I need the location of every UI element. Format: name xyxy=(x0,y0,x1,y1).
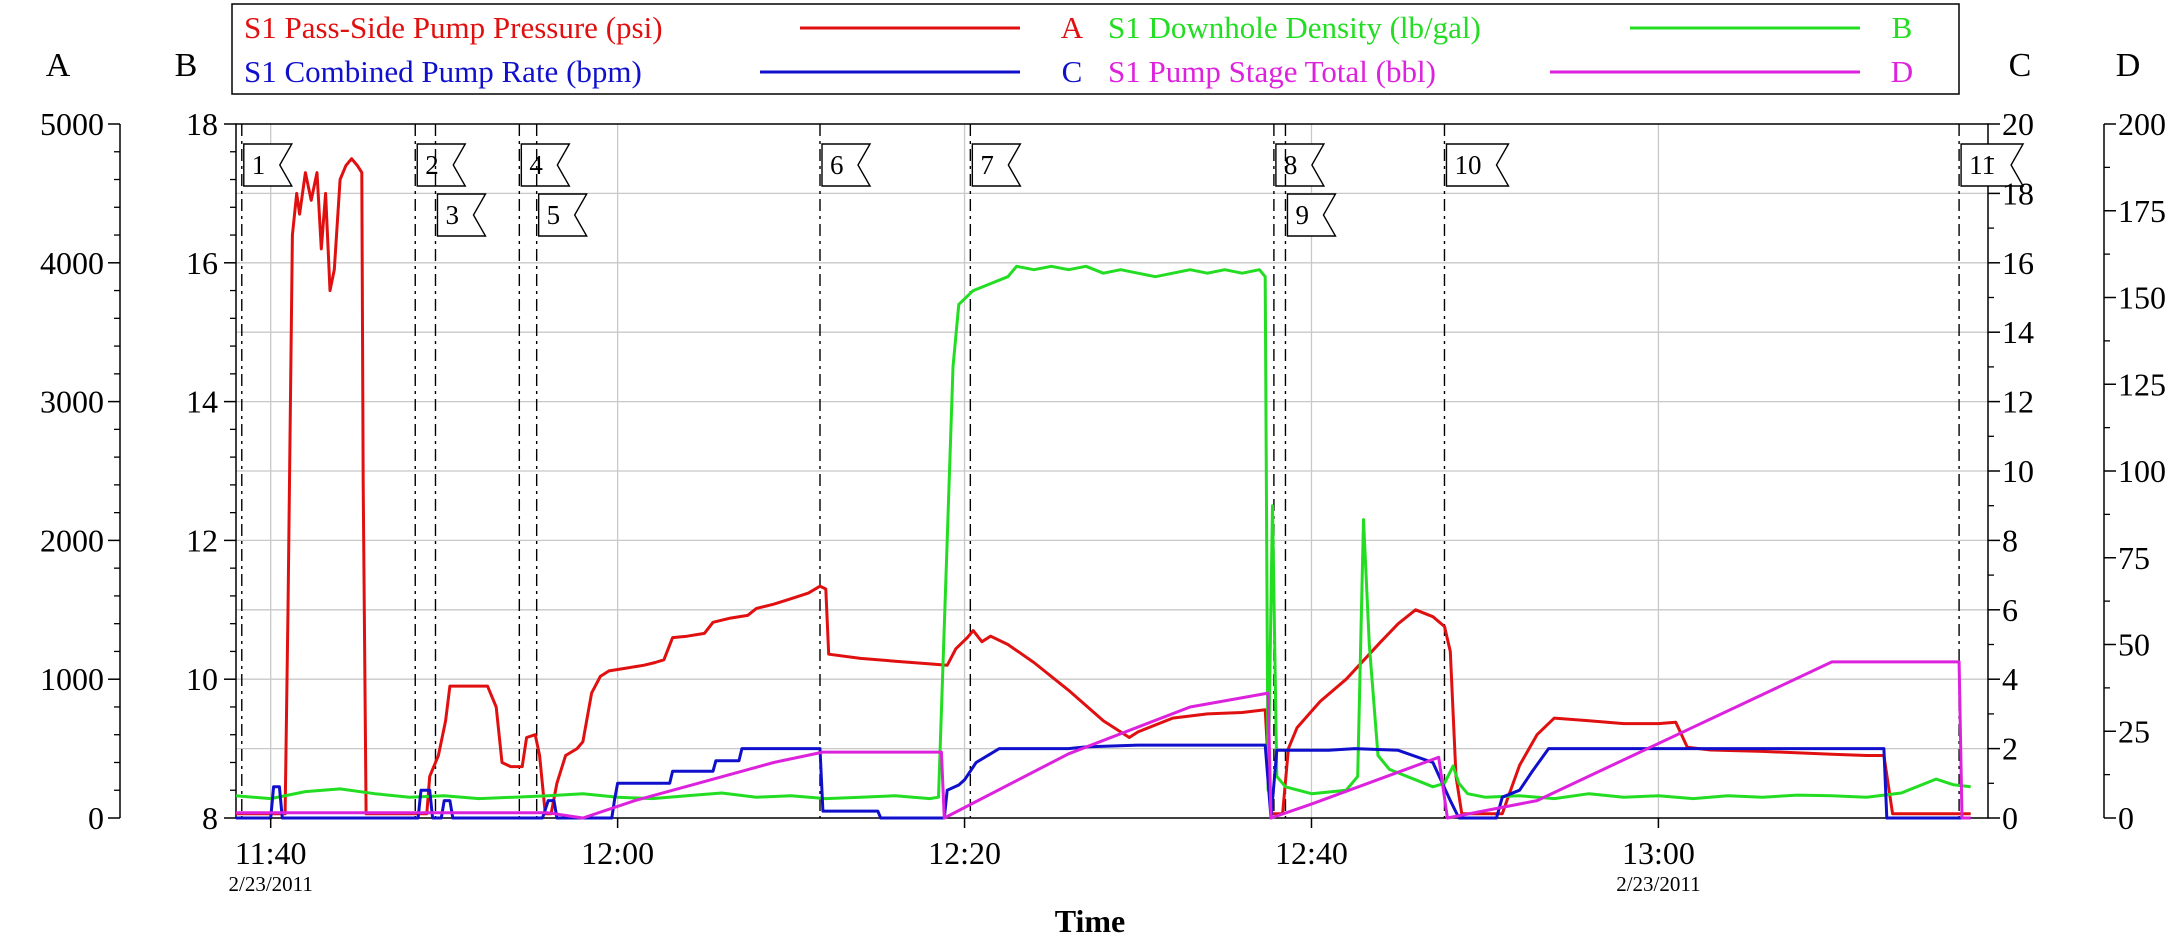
axis-d-tick-label: 75 xyxy=(2118,540,2150,576)
axis-b-tick-label: 12 xyxy=(186,522,218,558)
axis-b-tick-label: 14 xyxy=(186,384,218,420)
series-line-a xyxy=(236,157,1971,816)
axis-b-tick-label: 8 xyxy=(202,800,218,836)
legend-item-label: S1 Combined Pump Rate (bpm) xyxy=(244,54,642,89)
axis-c-tick-label: 12 xyxy=(2002,384,2034,420)
event-flag xyxy=(821,143,872,187)
axis-c-tick-label: 18 xyxy=(2002,175,2034,211)
legend: S1 Pass-Side Pump Pressure (psi) A S1 Down… xyxy=(231,3,1960,95)
series-lines xyxy=(235,157,1971,820)
axis-a-tick-label: 2000 xyxy=(40,522,104,558)
event-flag-label: 8 xyxy=(1284,150,1298,180)
axis-c-tick-label: 6 xyxy=(2002,592,2018,628)
series-line-c xyxy=(236,743,1971,820)
event-flag-label: 2 xyxy=(425,150,439,180)
axis-d-tick-label: 200 xyxy=(2118,106,2166,142)
axis-c-tick-label: 10 xyxy=(2002,453,2034,489)
axis-c-tick-label: 20 xyxy=(2002,106,2034,142)
axis-c-tick-label: 4 xyxy=(2002,661,2018,697)
legend-item-label: S1 Downhole Density (lb/gal) xyxy=(1108,10,1481,45)
axis-a-tick-label: 1000 xyxy=(40,661,104,697)
axis-d-tick-label: 150 xyxy=(2118,280,2166,316)
event-flag xyxy=(1286,193,1337,237)
axis-b-tick-label: 18 xyxy=(186,106,218,142)
event-flag-label: 4 xyxy=(529,150,543,180)
axis-c-tick-label: 2 xyxy=(2002,731,2018,767)
axis-c-tick-label: 8 xyxy=(2002,522,2018,558)
axis-b-tick-label: 10 xyxy=(186,661,218,697)
event-flag xyxy=(436,193,487,237)
axis-d-tick-label: 125 xyxy=(2118,366,2166,402)
event-flag xyxy=(1275,143,1326,187)
axis-d-tick-label: 50 xyxy=(2118,627,2150,663)
event-flag xyxy=(971,143,1022,187)
series-line-b xyxy=(235,264,1971,801)
legend-axis-letter: A xyxy=(1061,10,1084,45)
legend-axis-letter: C xyxy=(1062,54,1083,89)
axis-d-tick-label: 175 xyxy=(2118,193,2166,229)
event-flag-label: 9 xyxy=(1295,200,1309,230)
legend-axis-letter: D xyxy=(1891,54,1913,89)
event-flag-label: 11 xyxy=(1969,150,1995,180)
event-flag xyxy=(416,143,467,187)
legend-item-label: S1 Pump Stage Total (bbl) xyxy=(1108,54,1436,89)
event-flag-label: 7 xyxy=(980,150,994,180)
axis-a-tick-label: 5000 xyxy=(40,106,104,142)
x-tick-label: 12:20 xyxy=(928,835,1001,871)
x-tick-date: 2/23/2011 xyxy=(228,872,312,896)
axis-c-tick-label: 16 xyxy=(2002,245,2034,281)
legend-axis-letter: B xyxy=(1892,10,1913,45)
legend-item-label: S1 Pass-Side Pump Pressure (psi) xyxy=(244,10,663,45)
event-flag-label: 10 xyxy=(1454,150,1481,180)
x-tick-date: 2/23/2011 xyxy=(1616,872,1700,896)
series-line-d xyxy=(236,660,1971,820)
axis-c-letter: C xyxy=(2009,47,2032,84)
legend-box xyxy=(231,3,1960,95)
event-flag-label: 3 xyxy=(445,200,459,230)
event-flag xyxy=(520,143,571,187)
axis-d-tick-label: 0 xyxy=(2118,800,2134,836)
event-flag-label: 6 xyxy=(830,150,844,180)
axis-a-letter: A xyxy=(46,47,71,84)
axis-d-tick-label: 100 xyxy=(2118,453,2166,489)
axis-a-tick-label: 0 xyxy=(88,800,104,836)
axis-a-tick-label: 3000 xyxy=(40,384,104,420)
x-tick-label: 13:00 xyxy=(1622,835,1695,871)
axis-a-tick-label: 4000 xyxy=(40,245,104,281)
event-flag-label: 5 xyxy=(547,200,561,230)
event-flag xyxy=(243,143,293,187)
axis-b-letter: B xyxy=(175,47,198,84)
event-flag xyxy=(1960,143,2025,187)
axis-c-tick-label: 14 xyxy=(2002,314,2034,350)
axis-d-tick-label: 25 xyxy=(2118,713,2150,749)
axis-c-tick-label: 0 xyxy=(2002,800,2018,836)
event-flag xyxy=(537,193,588,237)
grid xyxy=(235,123,1989,819)
x-tick-label: 12:40 xyxy=(1275,835,1348,871)
event-flag xyxy=(1445,143,1510,187)
x-axis-title: Time xyxy=(1055,903,1126,939)
x-tick-label: 12:00 xyxy=(581,835,654,871)
x-tick-label: 11:40 xyxy=(235,835,307,871)
event-flag-label: 1 xyxy=(252,150,265,180)
axis-b-tick-label: 16 xyxy=(186,245,218,281)
axis-d-letter: D xyxy=(2116,47,2141,84)
